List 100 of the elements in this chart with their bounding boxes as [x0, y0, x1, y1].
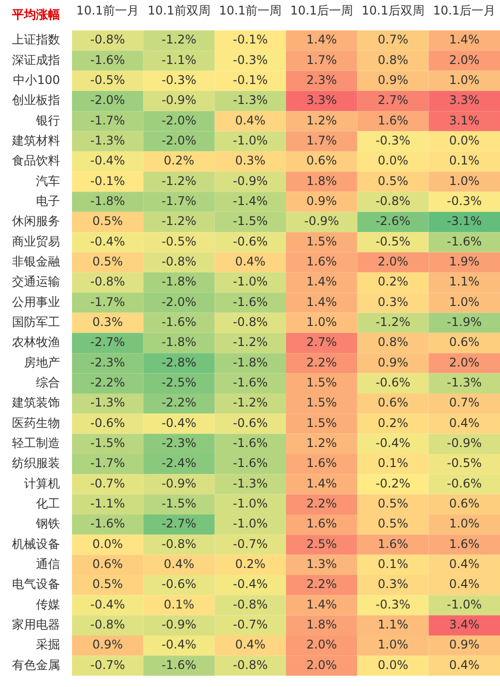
data-label: -0.8%	[232, 314, 268, 329]
y-tick-label: 交通运输	[12, 274, 60, 289]
data-label: -0.8%	[232, 597, 268, 612]
data-label: -1.1%	[162, 52, 196, 67]
y-tick-label: 轻工制造	[12, 436, 60, 450]
data-label: -1.6%	[232, 436, 268, 450]
x-tick-label: 10.1前一月	[76, 3, 140, 18]
data-label: -1.6%	[162, 658, 196, 672]
data-label: -1.2%	[232, 396, 268, 410]
data-label: -0.7%	[232, 618, 268, 632]
y-tick-label: 通信	[36, 556, 60, 571]
data-label: 0.8%	[378, 335, 408, 350]
data-label: -0.7%	[90, 658, 126, 672]
data-label: -2.4%	[162, 456, 196, 470]
data-label: -1.1%	[90, 496, 126, 510]
data-label: 0.2%	[164, 154, 194, 168]
data-label: 1.8%	[306, 174, 337, 188]
data-label: -1.6%	[232, 456, 268, 470]
data-label: -1.4%	[232, 194, 268, 208]
data-label: -0.9%	[304, 214, 340, 228]
data-label: -0.8%	[90, 618, 126, 632]
data-label: 0.3%	[378, 294, 408, 309]
data-label: 0.0%	[378, 154, 408, 168]
data-label: -0.3%	[376, 597, 410, 612]
y-tick-label: 国防军工	[12, 314, 60, 329]
data-label: -0.5%	[162, 234, 196, 248]
data-label: -1.3%	[90, 396, 126, 410]
data-label: 1.6%	[306, 456, 337, 470]
data-label: 0.9%	[378, 355, 408, 370]
data-label: 2.5%	[306, 536, 337, 551]
data-label: 0.6%	[449, 496, 480, 510]
data-label: -0.4%	[376, 436, 410, 450]
data-label: 3.1%	[449, 113, 480, 128]
data-label: 0.7%	[449, 396, 480, 410]
data-label: 0.4%	[235, 254, 266, 268]
data-label: -2.0%	[162, 133, 196, 148]
data-label: 1.2%	[306, 113, 337, 128]
data-label: 0.6%	[378, 396, 408, 410]
data-label: 0.2%	[235, 556, 266, 571]
data-label: -0.3%	[232, 52, 268, 67]
data-label: 0.5%	[378, 174, 408, 188]
data-label: 1.2%	[306, 436, 337, 450]
data-label: 2.2%	[306, 496, 337, 510]
data-label: -1.8%	[162, 274, 196, 289]
data-label: -2.3%	[162, 436, 196, 450]
data-label: 2.3%	[306, 72, 337, 87]
data-label: -1.0%	[232, 516, 268, 531]
data-label: 0.6%	[306, 154, 337, 168]
data-label: 0.4%	[449, 556, 480, 571]
data-label: -2.0%	[90, 93, 126, 108]
y-tick-label: 中小100	[13, 72, 60, 87]
data-label: -1.8%	[232, 355, 268, 370]
data-label: 0.4%	[449, 416, 480, 430]
data-label: 1.6%	[449, 536, 480, 551]
data-label: -0.9%	[162, 618, 196, 632]
data-label: -1.2%	[232, 335, 268, 350]
data-label: -0.5%	[446, 456, 482, 470]
data-label: -2.8%	[162, 355, 196, 370]
y-tick-label: 计算机	[24, 476, 60, 490]
data-label: -1.2%	[162, 32, 196, 47]
y-tick-label: 传媒	[36, 597, 60, 612]
data-label: 1.6%	[306, 516, 337, 531]
data-label: 0.5%	[378, 516, 408, 531]
x-tick-label: 10.1前双周	[148, 3, 210, 18]
data-label: 1.0%	[449, 516, 480, 531]
y-tick-label: 医药生物	[12, 416, 60, 430]
data-label: 2.2%	[306, 577, 337, 592]
data-label: -0.4%	[162, 416, 196, 430]
data-label: -0.9%	[232, 174, 268, 188]
data-label: 1.6%	[378, 536, 408, 551]
data-label: -1.5%	[232, 214, 268, 228]
data-label: 1.4%	[306, 476, 337, 490]
x-tick-label: 10.1后一周	[290, 3, 354, 18]
data-label: 3.4%	[449, 618, 480, 632]
data-label: -0.1%	[232, 72, 268, 87]
data-label: -1.6%	[90, 52, 126, 67]
data-label: 2.2%	[306, 355, 337, 370]
y-tick-label: 有色金属	[12, 658, 60, 672]
data-label: -0.5%	[90, 72, 126, 87]
data-label: 2.7%	[306, 335, 337, 350]
data-label: 0.4%	[235, 113, 266, 128]
data-label: -0.6%	[446, 476, 482, 490]
data-label: -1.9%	[446, 314, 482, 329]
data-label: 0.5%	[92, 254, 123, 268]
data-label: -1.0%	[232, 496, 268, 510]
data-label: 2.0%	[306, 658, 337, 672]
data-label: 0.5%	[92, 214, 123, 228]
y-tick-label: 电气设备	[12, 577, 60, 592]
x-tick-label: 10.1后双周	[362, 3, 424, 18]
y-tick-label: 汽车	[36, 174, 60, 188]
data-label: -0.4%	[90, 597, 126, 612]
data-label: -0.6%	[90, 416, 126, 430]
data-label: 1.0%	[449, 72, 480, 87]
y-tick-label: 休闲服务	[12, 214, 60, 228]
y-tick-label: 综合	[36, 375, 60, 390]
data-label: -1.5%	[162, 496, 196, 510]
data-label: 1.3%	[306, 556, 337, 571]
data-label: -1.3%	[232, 476, 268, 490]
data-label: 1.4%	[449, 32, 480, 47]
y-tick-label: 房地产	[24, 355, 60, 370]
